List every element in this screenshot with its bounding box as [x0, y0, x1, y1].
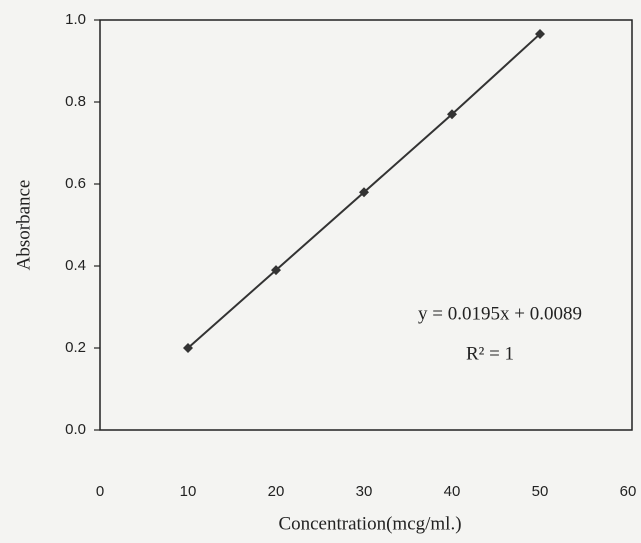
r-squared: R² = 1 — [466, 343, 514, 364]
x-tick-label: 60 — [620, 483, 637, 500]
y-tick-label: 0.4 — [65, 257, 86, 274]
x-tick-label: 10 — [180, 483, 197, 500]
y-tick-label: 0.8 — [65, 93, 86, 110]
x-tick-label: 50 — [532, 483, 549, 500]
x-tick-label: 30 — [356, 483, 373, 500]
plot-frame — [99, 19, 633, 431]
x-tick-label: 40 — [444, 483, 461, 500]
x-axis-label: Concentration(mcg/ml.) — [278, 513, 461, 534]
y-tick-label: 0.0 — [65, 421, 86, 438]
y-axis-label: Absorbance — [13, 180, 34, 271]
y-tick-label: 0.6 — [65, 175, 86, 192]
equation: y = 0.0195x + 0.0089 — [418, 303, 582, 324]
y-tick-label: 1.0 — [65, 11, 86, 28]
data-point — [447, 109, 457, 120]
y-tick-label: 0.2 — [65, 339, 86, 356]
x-tick-label: 20 — [268, 483, 285, 500]
data-point — [271, 265, 281, 276]
data-point — [183, 343, 193, 353]
x-tick-label: 0 — [96, 483, 104, 500]
data-point — [535, 28, 545, 39]
data-point — [359, 187, 369, 198]
